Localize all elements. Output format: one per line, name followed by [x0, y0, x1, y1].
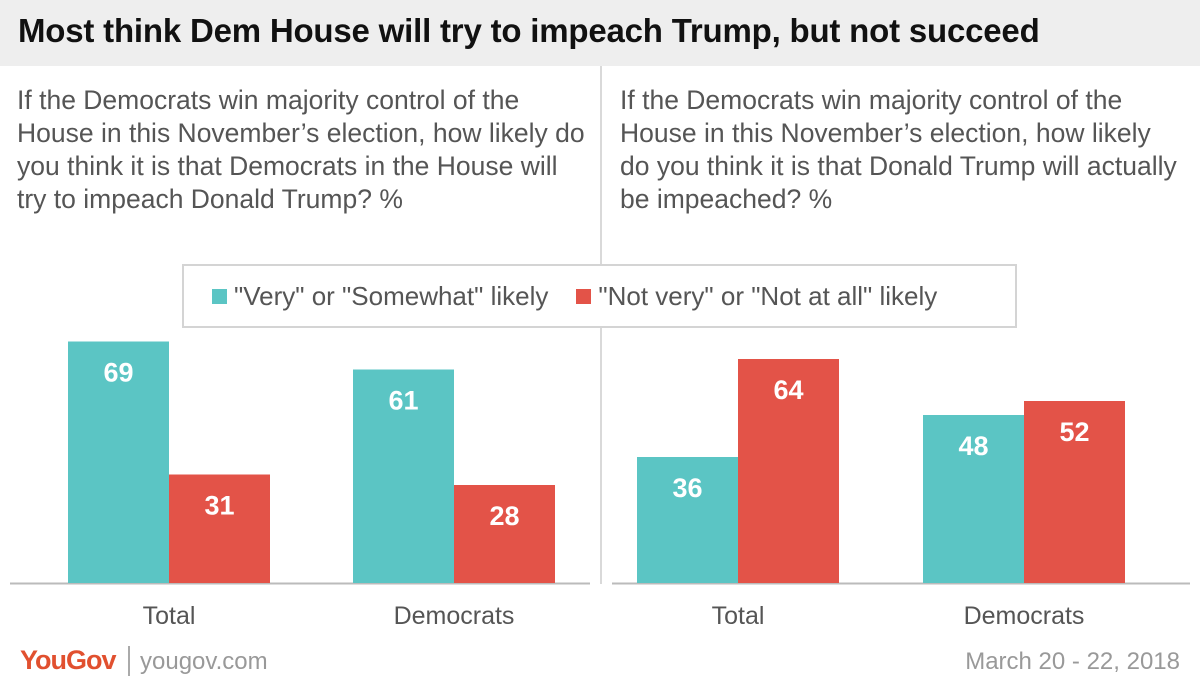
bar-2-total-likely — [637, 457, 738, 583]
bar-2-total-not-likely — [738, 359, 839, 583]
category-label-1-total: Total — [143, 602, 196, 630]
legend-label-not-likely: "Not very" or "Not at all" likely — [598, 280, 938, 311]
footer-site: yougov.com — [140, 648, 268, 675]
footer-separator — [128, 646, 130, 676]
chart-title: Most think Dem House will try to impeach… — [18, 12, 1040, 49]
legend-item-not-likely: "Not very" or "Not at all" likely — [576, 281, 937, 312]
left-question: If the Democrats win majority control of… — [17, 85, 585, 214]
category-label-2-democrats: Democrats — [964, 602, 1085, 630]
value-label-1-democrats-likely: 61 — [388, 386, 418, 416]
legend-swatch-not-likely — [576, 288, 592, 304]
bar-1-total-not-likely — [169, 474, 270, 583]
value-label-1-total-not-likely: 31 — [204, 491, 234, 521]
title-bar: Most think Dem House will try to impeach… — [0, 0, 1200, 66]
bar-2-democrats-likely — [923, 415, 1024, 583]
value-label-1-total-likely: 69 — [103, 358, 133, 388]
value-label-2-total-not-likely: 64 — [773, 375, 803, 405]
legend-label-likely: "Very" or "Somewhat" likely — [234, 280, 549, 311]
footer-date: March 20 - 22, 2018 — [965, 648, 1180, 675]
legend-swatch-likely — [212, 288, 227, 304]
yougov-logo: YouGov — [20, 645, 117, 675]
right-question: If the Democrats win majority control of… — [620, 85, 1177, 214]
category-label-1-democrats: Democrats — [394, 602, 515, 630]
value-label-2-democrats-not-likely: 52 — [1059, 417, 1089, 447]
value-label-2-total-likely: 36 — [672, 473, 702, 503]
value-label-1-democrats-not-likely: 28 — [489, 501, 519, 531]
bar-2-democrats-not-likely — [1024, 401, 1125, 583]
bar-1-total-likely — [68, 341, 169, 583]
legend: "Very" or "Somewhat" likely "Not very" o… — [182, 264, 1017, 328]
category-label-2-total: Total — [712, 602, 765, 630]
legend-item-likely: "Very" or "Somewhat" likely — [212, 281, 548, 312]
value-label-2-democrats-likely: 48 — [958, 431, 988, 461]
bar-1-democrats-likely — [353, 369, 454, 583]
bar-1-democrats-not-likely — [454, 485, 555, 583]
